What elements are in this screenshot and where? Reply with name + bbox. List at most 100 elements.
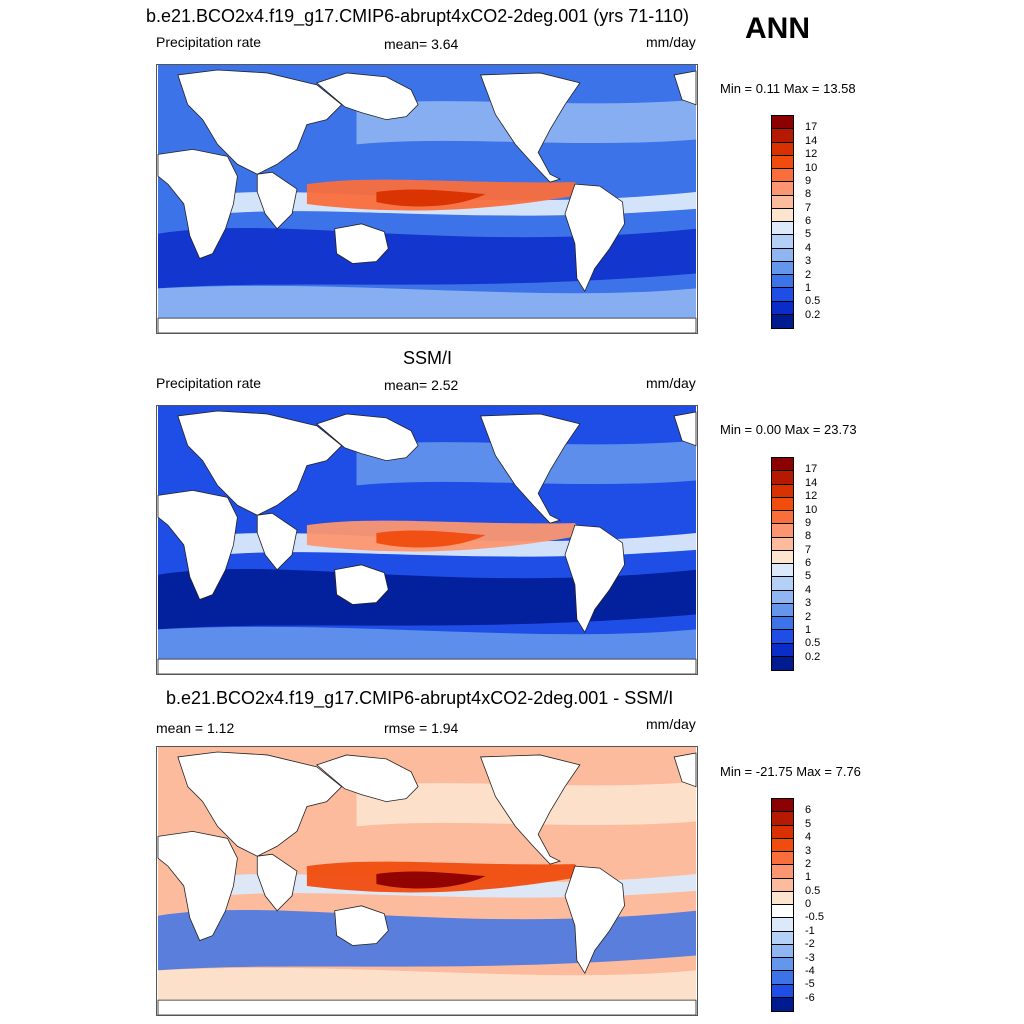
- colorbar-box: [772, 169, 793, 183]
- season-label: ANN: [745, 12, 810, 45]
- colorbar-box: [772, 182, 793, 196]
- colorbar-box: [772, 471, 793, 485]
- colorbar-box: [772, 590, 793, 604]
- colorbar-tick-label: -1: [805, 924, 815, 937]
- colorbar-tick-label: 7: [805, 201, 812, 214]
- colorbar-tick-label: 4: [805, 241, 812, 254]
- colorbar-box: [772, 878, 793, 892]
- colorbar-box: [772, 577, 793, 591]
- colorbar-box: [772, 812, 793, 826]
- colorbar-box: [772, 550, 793, 564]
- panel-2-left-label: Precipitation rate: [156, 375, 262, 391]
- colorbar-box: [772, 852, 793, 866]
- colorbar-box: [772, 656, 793, 670]
- panel-2-map: [156, 405, 698, 675]
- colorbar-tick-label: -3: [805, 951, 815, 964]
- colorbar-tick-label: 8: [805, 188, 812, 201]
- panel-1-map: [156, 64, 698, 334]
- colorbar-box: [772, 129, 793, 143]
- colorbar-box: [772, 564, 793, 578]
- colorbar-tick-label: -0.5: [805, 911, 824, 924]
- colorbar-box: [772, 891, 793, 905]
- panel-3-mean-label: mean = 1.12: [156, 720, 235, 736]
- precipitation-map: [157, 406, 697, 674]
- colorbar-tick-label: 0.5: [805, 637, 821, 650]
- colorbar-box: [772, 497, 793, 511]
- colorbar-tick-label: 0.5: [805, 295, 821, 308]
- colorbar-box: [772, 838, 793, 852]
- colorbar-box: [772, 261, 793, 275]
- colorbar-tick-label: -2: [805, 938, 815, 951]
- colorbar-box: [772, 603, 793, 617]
- colorbar-tick-label: 6: [805, 215, 812, 227]
- colorbar-tick-label: 2: [805, 268, 812, 281]
- panel-2-colorbar: [771, 457, 794, 671]
- colorbar-tick-label: 8: [805, 530, 812, 543]
- colorbar-tick-label: 12: [805, 148, 818, 161]
- colorbar-tick-label: -4: [805, 964, 815, 977]
- colorbar-box: [772, 155, 793, 169]
- colorbar-box: [772, 971, 793, 985]
- colorbar-box: [772, 918, 793, 932]
- panel-1-left-label: Precipitation rate: [156, 34, 262, 50]
- panel-2-mean-label: mean= 2.52: [384, 377, 459, 393]
- colorbar-tick-label: 9: [805, 174, 812, 187]
- colorbar-box: [772, 617, 793, 631]
- panel-1-title: b.e21.BCO2x4.f19_g17.CMIP6-abrupt4xCO2-2…: [146, 6, 689, 26]
- colorbar-box: [772, 984, 793, 998]
- colorbar-box: [772, 248, 793, 262]
- colorbar-box: [772, 630, 793, 644]
- colorbar-box: [772, 905, 793, 919]
- panel-1-units-label: mm/day: [646, 34, 696, 50]
- colorbar-tick-label: 1: [805, 623, 812, 636]
- colorbar-tick-label: 3: [805, 844, 812, 857]
- panel-2-units-label: mm/day: [646, 375, 696, 391]
- panel-3-minmax: Min = -21.75 Max = 7.76: [720, 764, 861, 779]
- colorbar-box: [772, 865, 793, 879]
- panel-3-units-label: mm/day: [646, 716, 696, 732]
- colorbar-tick-label: 5: [805, 817, 812, 830]
- colorbar-box: [772, 944, 793, 958]
- colorbar-tick-label: -6: [805, 991, 815, 1004]
- colorbar-box: [772, 524, 793, 538]
- colorbar-tick-label: 9: [805, 516, 812, 529]
- colorbar-tick-label: 6: [805, 557, 812, 569]
- colorbar-box: [772, 195, 793, 209]
- colorbar-box: [772, 958, 793, 972]
- colorbar-box: [772, 208, 793, 222]
- colorbar-box: [772, 235, 793, 249]
- colorbar-box: [772, 484, 793, 498]
- colorbar-tick-label: 6: [805, 804, 812, 817]
- colorbar-tick-label: 0.2: [805, 308, 821, 321]
- panel-1-colorbar: [771, 115, 794, 329]
- colorbar-box: [772, 116, 793, 130]
- panel-2-minmax: Min = 0.00 Max = 23.73: [720, 422, 857, 437]
- colorbar-box: [772, 825, 793, 839]
- colorbar-tick-label: 7: [805, 543, 812, 556]
- colorbar-tick-label: 1: [805, 871, 812, 884]
- colorbar-tick-label: 2: [805, 857, 812, 870]
- colorbar-tick-label: 10: [805, 161, 818, 174]
- colorbar-box: [772, 931, 793, 945]
- panel-1-mean-label: mean= 3.64: [384, 36, 459, 52]
- colorbar-tick-label: 17: [805, 121, 818, 134]
- precipitation-map: [157, 65, 697, 333]
- colorbar-tick-label: 0.2: [805, 650, 821, 663]
- colorbar-tick-label: 10: [805, 503, 818, 516]
- colorbar-box: [772, 275, 793, 289]
- colorbar-tick-label: 0: [805, 898, 812, 910]
- colorbar-tick-label: 2: [805, 610, 812, 623]
- colorbar-tick-label: 14: [805, 476, 818, 489]
- colorbar-box: [772, 288, 793, 302]
- colorbar-box: [772, 458, 793, 472]
- colorbar-tick-label: 4: [805, 583, 812, 596]
- colorbar-tick-label: 5: [805, 228, 812, 241]
- colorbar-box: [772, 511, 793, 525]
- panel-3-map: [156, 746, 698, 1016]
- colorbar-tick-label: -5: [805, 978, 815, 991]
- colorbar-box: [772, 301, 793, 315]
- panel-1-minmax: Min = 0.11 Max = 13.58: [720, 81, 856, 96]
- colorbar-box: [772, 537, 793, 551]
- colorbar-box: [772, 997, 793, 1011]
- panel-3-rmse-label: rmse = 1.94: [384, 720, 459, 736]
